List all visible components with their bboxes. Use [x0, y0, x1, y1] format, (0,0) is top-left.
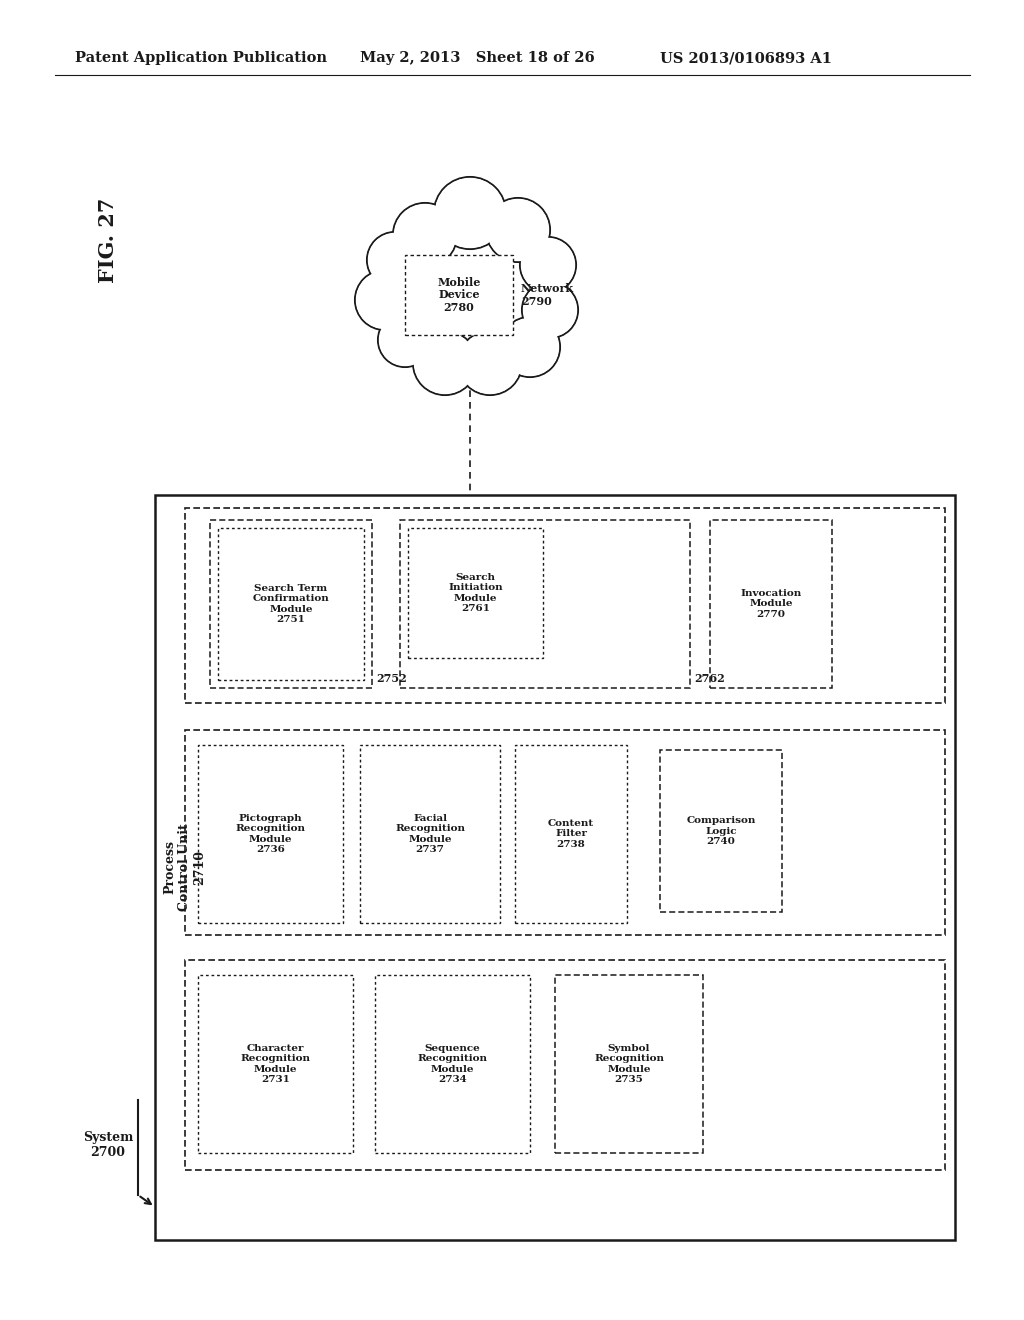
Circle shape	[458, 331, 522, 395]
Circle shape	[502, 318, 558, 375]
FancyBboxPatch shape	[406, 255, 513, 335]
Text: Process
Control Unit
2710: Process Control Unit 2710	[164, 824, 207, 911]
Circle shape	[434, 177, 506, 249]
Bar	[155, 495, 955, 1239]
Circle shape	[393, 203, 457, 267]
Text: Character
Recognition
Module
2731: Character Recognition Module 2731	[241, 1044, 310, 1084]
Circle shape	[378, 313, 432, 367]
Text: 2762: 2762	[694, 672, 725, 684]
Text: Symbol
Recognition
Module
2735: Symbol Recognition Module 2735	[594, 1044, 664, 1084]
Text: Network
2790: Network 2790	[521, 282, 574, 306]
Text: Search Term
Confirmation
Module
2751: Search Term Confirmation Module 2751	[253, 583, 330, 624]
Circle shape	[435, 178, 505, 248]
Text: System
2700: System 2700	[83, 1131, 133, 1159]
Circle shape	[486, 198, 550, 261]
Circle shape	[413, 331, 477, 395]
Text: US 2013/0106893 A1: US 2013/0106893 A1	[660, 51, 831, 65]
Circle shape	[355, 271, 415, 330]
Circle shape	[460, 333, 520, 393]
Text: Pictograph
Recognition
Module
2736: Pictograph Recognition Module 2736	[236, 814, 305, 854]
Circle shape	[487, 199, 549, 260]
Circle shape	[522, 282, 578, 338]
Circle shape	[500, 317, 560, 378]
Text: Invocation
Module
2770: Invocation Module 2770	[740, 589, 802, 619]
Circle shape	[380, 314, 430, 366]
Text: Sequence
Recognition
Module
2734: Sequence Recognition Module 2734	[418, 1044, 487, 1084]
Circle shape	[394, 205, 456, 265]
Circle shape	[415, 333, 475, 393]
Circle shape	[523, 284, 577, 337]
Circle shape	[521, 239, 574, 292]
Text: Comparison
Logic
2740: Comparison Logic 2740	[686, 816, 756, 846]
Circle shape	[367, 232, 423, 288]
Text: Content
Filter
2738: Content Filter 2738	[548, 820, 594, 849]
Circle shape	[369, 234, 422, 286]
Text: Mobile
Device
2780: Mobile Device 2780	[437, 277, 480, 313]
Text: May 2, 2013   Sheet 18 of 26: May 2, 2013 Sheet 18 of 26	[360, 51, 595, 65]
Text: Facial
Recognition
Module
2737: Facial Recognition Module 2737	[395, 814, 465, 854]
Text: Search
Initiation
Module
2761: Search Initiation Module 2761	[449, 573, 503, 612]
Circle shape	[520, 238, 575, 293]
Text: FIG. 27: FIG. 27	[98, 197, 118, 282]
Circle shape	[356, 272, 414, 329]
Text: Patent Application Publication: Patent Application Publication	[75, 51, 327, 65]
Text: 2752: 2752	[376, 672, 407, 684]
